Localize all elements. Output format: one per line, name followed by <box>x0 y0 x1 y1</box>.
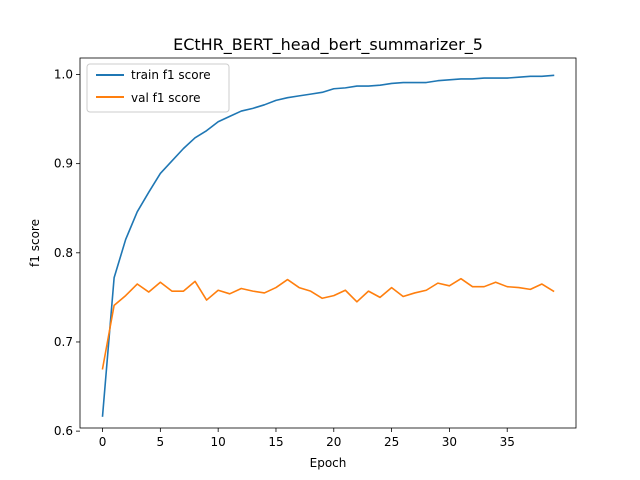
legend-label-train: train f1 score <box>131 68 211 82</box>
legend: train f1 score val f1 score <box>86 63 230 113</box>
x-tick-label: 5 <box>157 435 165 449</box>
x-axis-ticks: 0 5 10 15 20 25 30 35 <box>99 428 515 449</box>
x-tick-label: 25 <box>384 435 399 449</box>
y-tick-label: 0.8 <box>54 246 73 260</box>
legend-label-val: val f1 score <box>131 91 201 105</box>
series-line-1 <box>101 277 555 370</box>
plot-frame <box>79 57 577 429</box>
y-axis-ticks: 0.6 0.7 0.8 0.9 1.0 <box>54 67 80 438</box>
y-axis-label: f1 score <box>28 219 42 267</box>
y-tick-label: 0.7 <box>54 335 73 349</box>
x-tick-label: 15 <box>268 435 283 449</box>
x-axis-label: Epoch <box>310 456 347 470</box>
chart-title: ECtHR_BERT_head_bert_summarizer_5 <box>173 35 483 55</box>
y-tick-label: 0.9 <box>54 157 73 171</box>
series-line-0 <box>101 74 555 417</box>
y-tick-label: 1.0 <box>54 67 73 81</box>
series-lines <box>101 74 555 417</box>
x-tick-label: 10 <box>211 435 226 449</box>
x-tick-label: 0 <box>99 435 107 449</box>
x-tick-label: 20 <box>326 435 341 449</box>
y-tick-label: 0.6 <box>54 424 73 438</box>
x-tick-label: 30 <box>442 435 457 449</box>
x-tick-label: 35 <box>500 435 515 449</box>
